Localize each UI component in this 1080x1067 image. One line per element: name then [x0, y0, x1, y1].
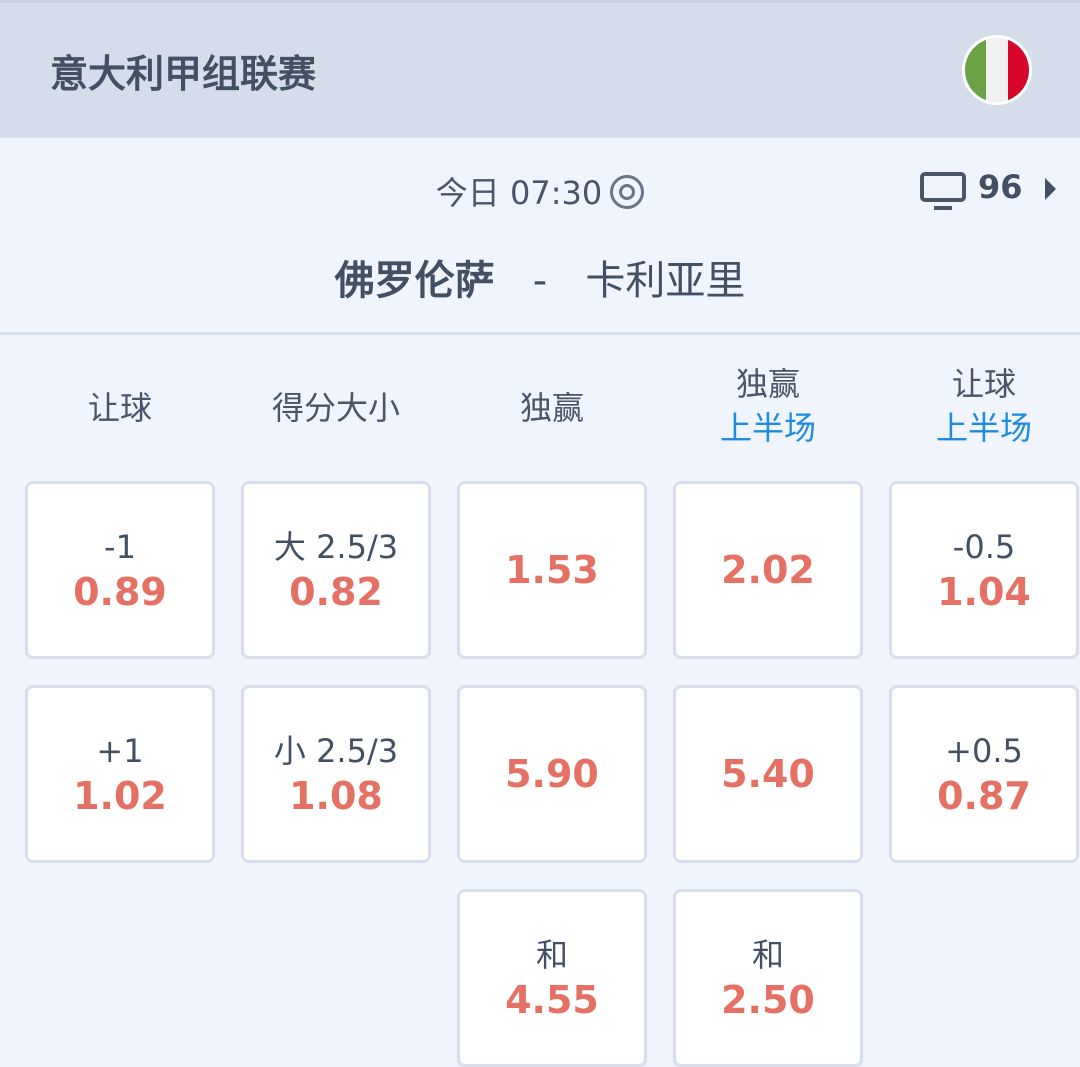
league-title: 意大利甲组联赛 — [50, 52, 317, 96]
odds-button[interactable]: +0.5 0.87 — [889, 685, 1079, 863]
home-team: 佛罗伦萨 — [334, 258, 495, 304]
odds-button[interactable]: 小 2.5/3 1.08 — [241, 685, 431, 863]
match-teams: 佛罗伦萨 - 卡利亚里 — [0, 248, 1080, 306]
chevron-right-icon[interactable] — [1045, 178, 1056, 200]
odds-button[interactable]: 和 2.50 — [673, 889, 863, 1067]
odds-button[interactable]: -1 0.89 — [25, 481, 215, 659]
odds-button[interactable]: 5.40 — [673, 685, 863, 863]
column-title: 得分大小 — [271, 389, 400, 427]
odds-value: 0.87 — [937, 774, 1031, 818]
target-icon — [610, 175, 645, 209]
team-separator: - — [532, 258, 548, 304]
odds-label: 和 — [535, 936, 568, 974]
odds-value: 2.02 — [721, 548, 815, 592]
column-title: 独赢 — [735, 365, 800, 403]
time-text: 今日 07:30 — [435, 174, 603, 212]
column-header: 独赢 上半场 — [673, 362, 863, 450]
odds-label: +0.5 — [945, 732, 1023, 770]
odds-value: 5.40 — [721, 752, 815, 796]
odds-button[interactable]: +1 1.02 — [25, 685, 215, 863]
odds-value: 1.04 — [937, 570, 1031, 614]
league-header: 意大利甲组联赛 — [0, 0, 1080, 138]
tv-icon[interactable] — [920, 172, 966, 210]
odds-value: 5.90 — [505, 752, 599, 796]
column-subtitle: 上半场 — [935, 409, 1032, 447]
odds-button[interactable]: 大 2.5/3 0.82 — [241, 481, 431, 659]
odds-value: 0.82 — [289, 570, 383, 614]
odds-button[interactable]: -0.5 1.04 — [889, 481, 1079, 659]
odds-label: -0.5 — [952, 528, 1016, 566]
away-team: 卡利亚里 — [585, 258, 746, 304]
column-subtitle: 上半场 — [719, 409, 816, 447]
column-title: 独赢 — [519, 389, 584, 427]
odds-label: +1 — [96, 732, 144, 770]
odds-value: 2.50 — [721, 978, 815, 1022]
match-time: 今日 07:30 — [0, 168, 1080, 214]
column-title: 让球 — [87, 389, 152, 427]
odds-value: 1.02 — [73, 774, 167, 818]
odds-value: 1.53 — [505, 548, 599, 592]
odds-label: 大 2.5/3 — [273, 528, 399, 566]
odds-label: 小 2.5/3 — [273, 732, 399, 770]
odds-button[interactable]: 和 4.55 — [457, 889, 647, 1067]
italy-flag-icon — [962, 35, 1032, 105]
column-header: 让球 — [25, 386, 215, 430]
column-header: 独赢 — [457, 386, 647, 430]
market-count[interactable]: 96 — [978, 168, 1023, 206]
odds-value: 0.89 — [73, 570, 167, 614]
divider — [0, 332, 1080, 335]
column-header: 让球 上半场 — [889, 362, 1079, 450]
odds-button[interactable]: 5.90 — [457, 685, 647, 863]
odds-label: 和 — [751, 936, 784, 974]
odds-button[interactable]: 1.53 — [457, 481, 647, 659]
column-header: 得分大小 — [241, 386, 431, 430]
odds-label: -1 — [104, 528, 136, 566]
column-title: 让球 — [951, 365, 1016, 403]
odds-value: 1.08 — [289, 774, 383, 818]
odds-button[interactable]: 2.02 — [673, 481, 863, 659]
odds-value: 4.55 — [505, 978, 599, 1022]
